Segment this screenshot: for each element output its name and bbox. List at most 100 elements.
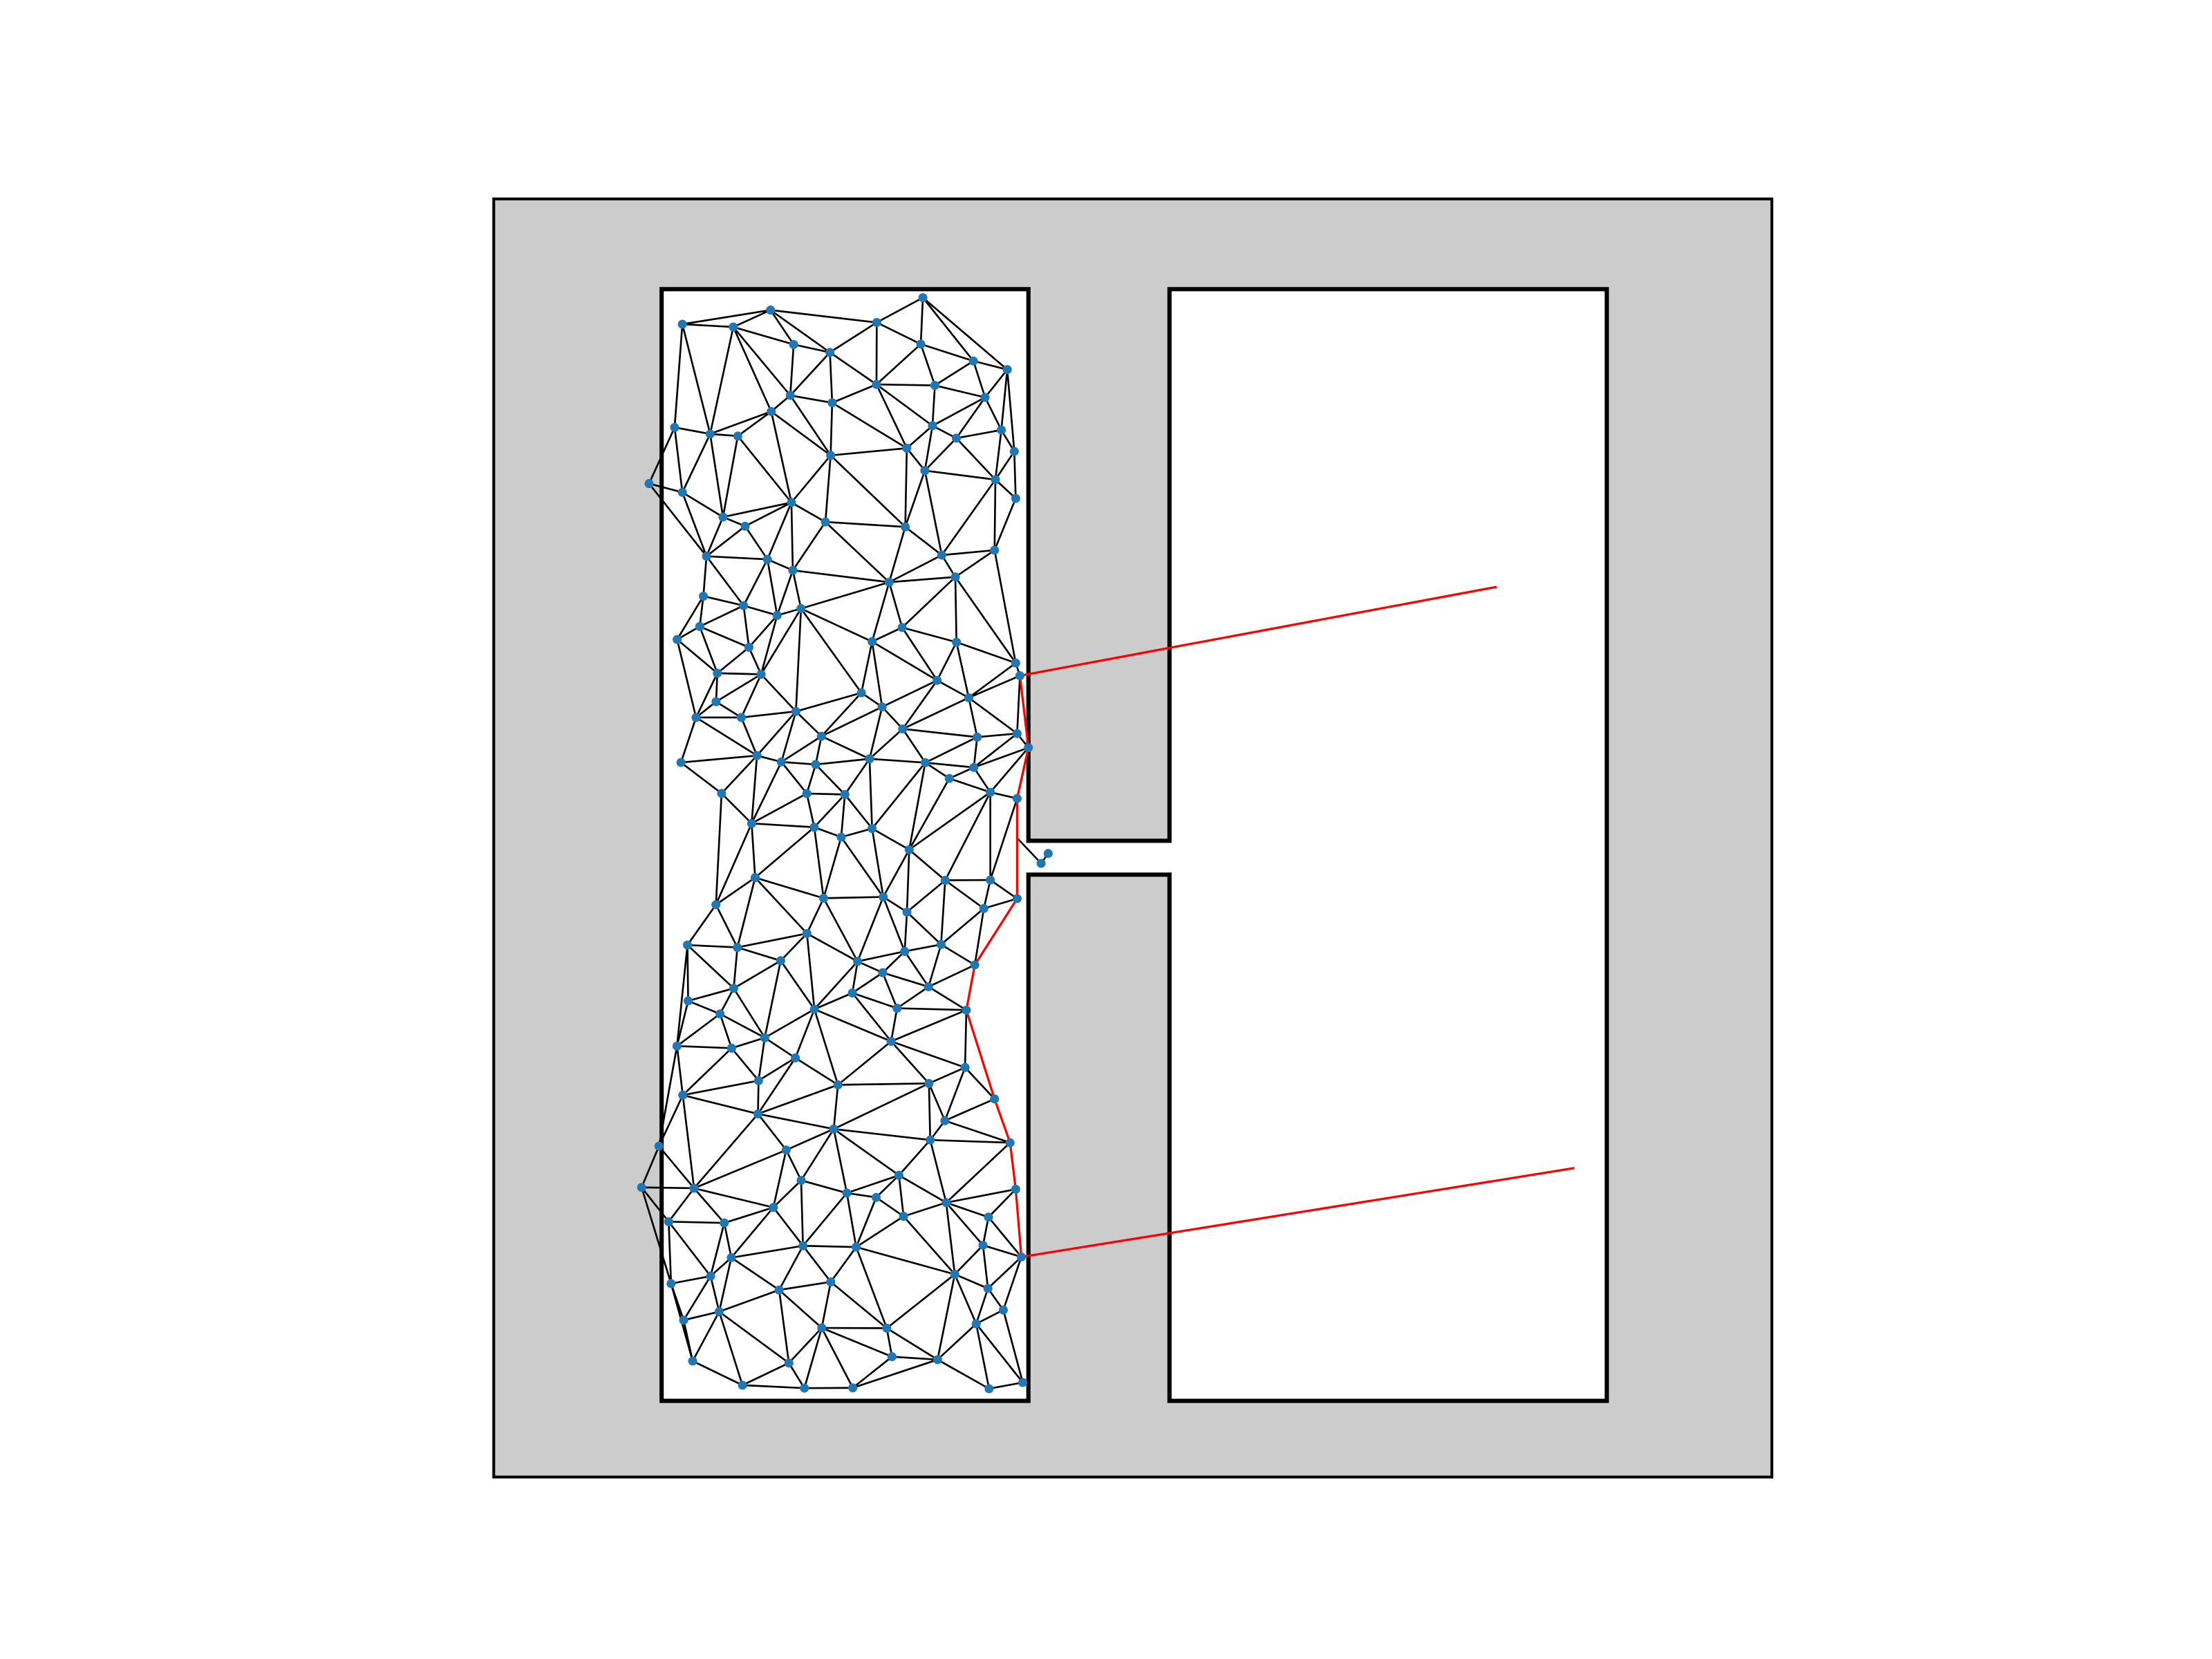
mesh-edge [871, 641, 938, 682]
mesh-edge [717, 672, 762, 675]
mesh-edge [731, 1047, 760, 1082]
mesh-edge [890, 1009, 967, 1042]
mesh-node [752, 751, 762, 760]
path-layer [965, 585, 1575, 1259]
mesh-node [753, 1109, 763, 1118]
mesh-node [762, 554, 772, 564]
mesh-edge [876, 343, 921, 386]
mesh-edge [741, 710, 796, 719]
mesh-node [809, 1004, 819, 1014]
mesh-node [964, 693, 973, 702]
mesh-edge [805, 793, 816, 828]
mesh-edge [902, 728, 977, 738]
mesh-edge [794, 1057, 838, 1086]
mesh-node [776, 757, 786, 767]
mesh-edge [883, 896, 908, 913]
mesh-edge [919, 297, 924, 344]
mesh-node [852, 1242, 861, 1252]
mesh-edge [890, 1040, 930, 1085]
mesh-edge [955, 641, 970, 698]
mesh-edge [674, 427, 711, 435]
mesh-edge [876, 297, 924, 324]
mesh-edge [983, 897, 1018, 910]
inner-wall-outline [659, 287, 1609, 1403]
mesh-edge [868, 758, 873, 829]
mesh-edge [838, 1082, 929, 1086]
mesh-edge [904, 526, 943, 556]
mesh-edge [733, 947, 739, 988]
mesh-edge [944, 1098, 995, 1122]
mesh-edge [1002, 1309, 1024, 1383]
mesh-edge [648, 427, 676, 485]
mesh-edge [993, 498, 1017, 551]
mesh-edge [748, 646, 762, 675]
mesh-edge [901, 626, 957, 644]
mesh-edge [825, 521, 906, 528]
mesh-node [980, 393, 990, 402]
mesh-edge [875, 1197, 904, 1217]
mesh-edge [973, 747, 1029, 769]
mesh-edge [898, 1139, 931, 1177]
mesh-node [718, 512, 728, 522]
mesh-edge [898, 1175, 905, 1217]
mesh-edge [922, 297, 1009, 371]
mesh-node [733, 943, 742, 953]
mesh-edge [715, 793, 723, 905]
mesh-edge [928, 1082, 946, 1121]
mesh-edge [928, 964, 975, 988]
mesh-node [877, 702, 887, 712]
mesh-node [940, 875, 950, 885]
mesh-edge [720, 1013, 765, 1039]
mesh-node [691, 713, 701, 722]
mesh-edge [821, 1327, 854, 1389]
mesh-node [796, 603, 806, 613]
mesh-node [944, 774, 954, 783]
mesh-edge [742, 1362, 789, 1387]
mesh-edge [703, 595, 744, 607]
mesh-node [848, 1383, 858, 1393]
mesh-edge [764, 960, 782, 1038]
mesh-edge [733, 988, 766, 1038]
mesh-edge [821, 1282, 832, 1329]
mesh-node [1018, 1378, 1028, 1387]
mesh-edge [984, 368, 1009, 398]
mesh-edge [944, 879, 985, 910]
mesh-edge [964, 1067, 995, 1100]
mesh-edge [956, 641, 1016, 664]
mesh-edge [755, 877, 824, 899]
mesh-edge [692, 1360, 743, 1387]
mesh-node [744, 642, 754, 653]
mesh-node [798, 1241, 808, 1250]
mesh-edge [924, 762, 950, 780]
mesh-node [879, 892, 888, 902]
mesh-node [827, 398, 837, 408]
mesh-edge [813, 827, 825, 899]
mesh-node [683, 996, 693, 1006]
mesh-edge [715, 904, 738, 948]
mesh-edge [710, 433, 738, 438]
mesh-edge [982, 1244, 1022, 1258]
mesh-edge [830, 1281, 888, 1329]
mesh-edge [982, 1245, 989, 1289]
mesh-node [872, 1192, 881, 1202]
mesh-edge [699, 626, 749, 648]
mesh-edge [769, 309, 795, 346]
mesh-edge [814, 1008, 892, 1042]
mesh-node [739, 601, 749, 610]
mesh-edge [830, 402, 834, 456]
mesh-edge [989, 747, 1029, 793]
mesh-edge [897, 1007, 966, 1011]
mesh-edge [681, 491, 708, 557]
mesh-node [904, 845, 914, 854]
mesh-edge [751, 761, 782, 824]
mesh-edge [869, 758, 926, 764]
mesh-edge [989, 798, 1018, 881]
mesh-node [767, 406, 776, 416]
mesh-node [750, 873, 760, 883]
mesh-edge [731, 1244, 803, 1259]
mesh-edge [903, 1201, 947, 1217]
mesh-edge [833, 1127, 930, 1141]
mesh-edge [868, 706, 883, 760]
mesh-edge [673, 324, 684, 428]
